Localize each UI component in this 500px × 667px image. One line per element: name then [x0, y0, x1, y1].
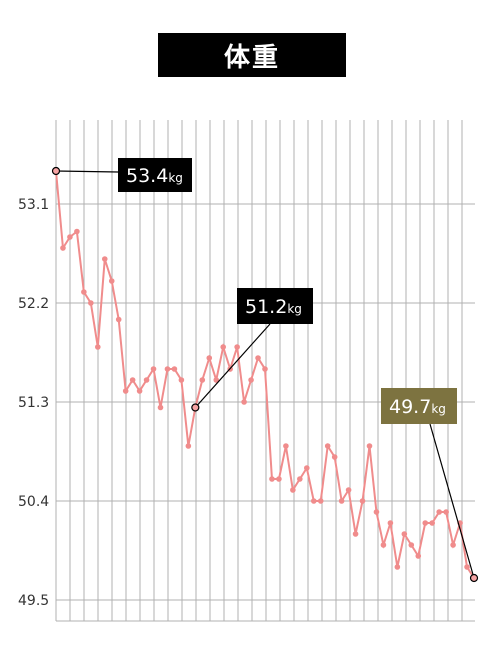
- callout-leader: [429, 423, 475, 579]
- data-point: [380, 542, 387, 548]
- y-tick-label: 53.1: [18, 197, 49, 213]
- data-point: [178, 377, 185, 383]
- data-point: [213, 377, 220, 383]
- y-tick-label: 50.4: [18, 494, 49, 510]
- data-point: [262, 366, 268, 372]
- y-tick-label: 52.2: [18, 296, 49, 312]
- data-point: [317, 498, 324, 504]
- callout-box: [118, 158, 192, 192]
- data-point: [122, 388, 129, 394]
- callouts: 53.4kg 51.2kg 49.7kg: [51, 158, 479, 583]
- data-point: [269, 476, 275, 482]
- data-point: [115, 316, 122, 323]
- data-point: [415, 553, 422, 559]
- callout-leader: [55, 170, 119, 173]
- series-line: [53, 168, 477, 581]
- data-point: [387, 520, 394, 526]
- callout-box: [381, 388, 457, 424]
- data-point: [88, 300, 94, 306]
- data-point: [157, 404, 164, 411]
- callout-marker: [469, 573, 479, 583]
- data-point: [290, 487, 296, 493]
- series-polyline: [55, 170, 475, 579]
- data-point: [450, 542, 456, 548]
- data-point: [394, 564, 401, 570]
- data-point: [171, 366, 178, 372]
- data-point: [345, 487, 352, 493]
- y-tick-label: 51.3: [18, 395, 49, 411]
- data-point: [234, 344, 240, 350]
- data-point: [436, 509, 442, 515]
- data-point: [108, 278, 115, 284]
- data-point: [443, 509, 449, 515]
- data-point: [241, 399, 247, 405]
- data-point: [331, 454, 338, 460]
- callout-label: 49.7kg: [389, 396, 446, 418]
- callout-box: [237, 288, 313, 324]
- data-point: [199, 377, 206, 383]
- data-point: [304, 465, 310, 471]
- data-point: [150, 366, 157, 372]
- data-point: [422, 520, 429, 526]
- data-point: [324, 443, 331, 449]
- chart-title: 体重: [158, 33, 346, 77]
- data-point: [429, 520, 436, 526]
- data-point: [359, 498, 366, 504]
- callout-leader: [194, 323, 271, 408]
- data-point: [248, 377, 254, 383]
- data-point: [164, 366, 171, 372]
- data-point: [220, 344, 226, 350]
- data-point: [276, 476, 282, 482]
- data-point: [338, 498, 345, 504]
- data-point: [143, 377, 150, 383]
- data-point: [206, 355, 213, 361]
- data-point: [373, 509, 380, 515]
- data-point: [185, 443, 192, 449]
- data-point: [352, 531, 359, 537]
- data-point: [408, 542, 415, 548]
- callout-label: 51.2kg: [245, 296, 302, 318]
- data-point: [67, 234, 73, 240]
- callout-label: 53.4kg: [126, 165, 183, 187]
- data-point: [74, 228, 80, 235]
- y-tick-label: 49.5: [18, 593, 49, 609]
- data-point: [297, 476, 303, 482]
- callout-marker: [191, 403, 200, 412]
- data-point: [136, 388, 143, 394]
- data-point: [101, 256, 108, 262]
- data-point: [81, 289, 87, 295]
- data-point: [366, 443, 373, 449]
- data-point: [464, 564, 470, 570]
- data-point: [283, 443, 289, 449]
- data-point: [401, 531, 408, 537]
- data-point: [60, 245, 66, 251]
- data-point: [310, 498, 317, 504]
- data-point: [129, 377, 136, 383]
- callout-marker: [51, 166, 61, 176]
- data-point: [255, 355, 261, 361]
- data-point: [95, 344, 101, 350]
- y-axis-ticks: 53.1 52.2 51.3 50.4 49.5: [18, 197, 49, 609]
